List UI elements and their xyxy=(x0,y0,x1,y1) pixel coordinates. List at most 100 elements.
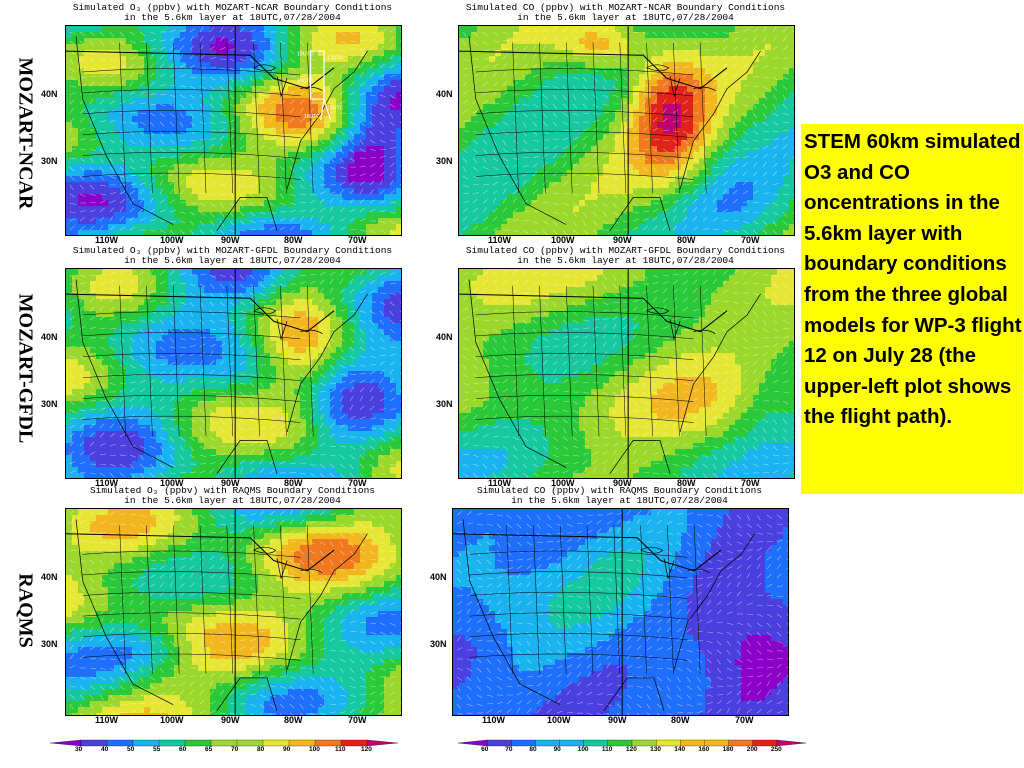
colorbar-tick-label: 55 xyxy=(153,746,161,753)
lon-label: 70W xyxy=(348,235,367,245)
lon-label: 70W xyxy=(741,478,760,488)
concentration-field xyxy=(66,509,401,715)
lon-label: 80W xyxy=(284,715,303,725)
colorbar-tick-label: 40 xyxy=(101,746,109,753)
colorbar-tick-label: 60 xyxy=(481,746,489,753)
panel-title: Simulated CO (ppbv) with MOZART-NCAR Bou… xyxy=(465,2,786,23)
colorbar-tick-label: 65 xyxy=(205,746,213,753)
lon-label: 90W xyxy=(613,235,632,245)
co-colorbar: 60 70 80 90 100 110 120 130 140 160 180 200 250 xyxy=(457,738,807,758)
panel-o3-ncar: Simulated O₃ (ppbv) with MOZART-NCAR Bou… xyxy=(41,2,405,246)
colorbar-tick-label: 50 xyxy=(127,746,135,753)
lon-label: 110W xyxy=(95,715,119,725)
lon-label: 70W xyxy=(735,715,754,725)
colorbar-segment xyxy=(776,739,807,747)
flight-path-time-label: 16UTC xyxy=(304,114,320,120)
colorbar-svg xyxy=(49,739,399,747)
lon-label: 100W xyxy=(551,235,575,245)
state-boundaries xyxy=(453,519,755,712)
lon-label: 110W xyxy=(95,235,119,245)
row-label-mozart-gfdl: MOZART-GFDL xyxy=(14,293,37,443)
wind-vectors xyxy=(69,509,401,715)
state-boundaries xyxy=(459,279,761,475)
panel-co-raqms: Simulated CO (ppbv) with RAQMS Boundary … xyxy=(430,485,792,729)
colorbar-tick-label: 120 xyxy=(626,746,637,753)
colorbar-tick-label: 180 xyxy=(722,746,734,753)
lon-label: 90W xyxy=(221,235,240,245)
lon-label: 80W xyxy=(677,235,696,245)
wind-vectors xyxy=(69,26,401,235)
concentration-field xyxy=(453,509,788,715)
concentration-field xyxy=(66,26,401,235)
lon-label: 70W xyxy=(348,478,367,488)
wind-vectors xyxy=(462,269,794,478)
colorbar-tick-label: 160 xyxy=(698,746,710,753)
lat-label: 40N xyxy=(41,332,58,342)
description-note: STEM 60km simulated O3 and CO oncentrati… xyxy=(801,124,1023,494)
lon-label: 100W xyxy=(160,478,184,488)
colorbar-tick-labels: 60 70 80 90 100 110 120 130 140 160 180 200 250 xyxy=(458,746,806,756)
state-boundaries xyxy=(66,279,368,475)
panel-title: Simulated O₃ (ppbv) with RAQMS Boundary … xyxy=(89,485,376,506)
colorbar-tick-label: 100 xyxy=(309,746,320,753)
lon-label: 80W xyxy=(671,715,690,725)
lon-label: 100W xyxy=(551,478,575,488)
colorbar-tick-label: 110 xyxy=(601,746,613,753)
lon-label: 70W xyxy=(348,715,367,725)
lat-label: 30N xyxy=(430,639,447,649)
lon-label: 100W xyxy=(547,715,571,725)
lat-label: 30N xyxy=(41,639,58,649)
field-map-svg xyxy=(66,269,401,478)
lon-label: 70W xyxy=(741,235,760,245)
panel-co-ncar: Simulated CO (ppbv) with MOZART-NCAR Bou… xyxy=(436,2,798,246)
row-label-mozart-ncar: MOZART-NCAR xyxy=(14,57,37,209)
lon-label: 90W xyxy=(221,715,240,725)
panel-o3-gfdl: Simulated O₃ (ppbv) with MOZART-GFDL Bou… xyxy=(41,245,405,489)
panel-title: Simulated O₃ (ppbv) with MOZART-GFDL Bou… xyxy=(72,245,393,266)
colorbar-tick-labels: 30 40 50 55 60 65 70 80 90 100 110 120 xyxy=(50,746,398,756)
lon-label: 110W xyxy=(488,478,512,488)
colorbar-tick-label: 70 xyxy=(231,746,239,753)
lat-label: 30N xyxy=(436,399,453,409)
colorbar-tick-label: 30 xyxy=(75,746,83,753)
lon-label: 110W xyxy=(482,715,506,725)
concentration-field xyxy=(459,269,794,478)
state-boundaries xyxy=(66,519,368,712)
field-map-svg xyxy=(459,26,794,235)
colorbar-tick-label: 80 xyxy=(257,746,265,753)
o3-colorbar: 30 40 50 55 60 65 70 80 90 100 110 120 xyxy=(49,738,399,758)
lon-label: 80W xyxy=(284,235,303,245)
field-map-svg xyxy=(459,269,794,478)
lat-label: 40N xyxy=(430,572,447,582)
map-o3-ncar: 18UTC 17UTC 19UTC 15UTC 16UTC xyxy=(65,25,402,236)
colorbar-tick-label: 60 xyxy=(179,746,187,753)
colorbar-tick-label: 90 xyxy=(283,746,291,753)
lon-label: 100W xyxy=(160,235,184,245)
panel-co-gfdl: Simulated CO (ppbv) with MOZART-GFDL Bou… xyxy=(436,246,798,489)
lat-label: 30N xyxy=(436,156,453,166)
flight-path-time-label: 19UTC xyxy=(297,78,313,84)
colorbar-tick-label: 140 xyxy=(674,746,686,753)
wind-vectors xyxy=(462,26,794,235)
lat-label: 30N xyxy=(41,156,58,166)
lat-label: 40N xyxy=(41,89,58,99)
colorbar-tick-label: 90 xyxy=(553,746,561,753)
row-label-raqms: RAQMS xyxy=(14,572,37,648)
field-map-svg xyxy=(453,509,788,715)
colorbar-svg xyxy=(457,739,807,747)
state-boundaries xyxy=(459,36,761,232)
lat-label: 40N xyxy=(436,89,453,99)
map-co-ncar xyxy=(458,25,795,236)
panel-title: Simulated CO (ppbv) with RAQMS Boundary … xyxy=(476,485,763,506)
map-o3-raqms xyxy=(65,508,402,716)
panel-title: Simulated O₃ (ppbv) with MOZART-NCAR Bou… xyxy=(72,2,393,23)
map-co-raqms xyxy=(452,508,789,716)
colorbar-tick-label: 250 xyxy=(770,746,782,753)
state-boundaries xyxy=(66,36,368,232)
lat-label: 40N xyxy=(41,572,58,582)
flight-path: 18UTC 17UTC 19UTC 15UTC 16UTC xyxy=(297,50,344,121)
colorbar-tick-label: 100 xyxy=(577,746,589,753)
map-o3-gfdl xyxy=(65,268,402,479)
wind-vectors xyxy=(456,509,788,715)
lon-label: 90W xyxy=(608,715,627,725)
